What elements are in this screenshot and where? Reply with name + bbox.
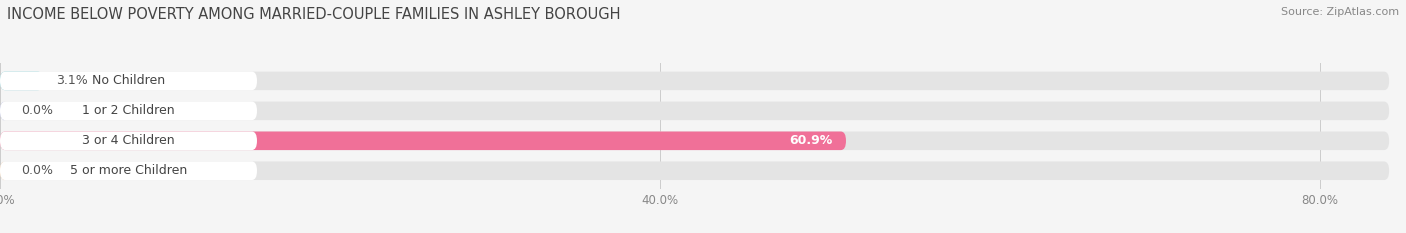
FancyBboxPatch shape: [0, 72, 44, 90]
Text: 0.0%: 0.0%: [21, 104, 53, 117]
FancyBboxPatch shape: [0, 72, 1389, 90]
Text: 3.1%: 3.1%: [56, 74, 89, 87]
Text: 1 or 2 Children: 1 or 2 Children: [82, 104, 174, 117]
FancyBboxPatch shape: [0, 131, 846, 150]
FancyBboxPatch shape: [0, 161, 257, 180]
Text: 3 or 4 Children: 3 or 4 Children: [82, 134, 174, 147]
Text: Source: ZipAtlas.com: Source: ZipAtlas.com: [1281, 7, 1399, 17]
Text: No Children: No Children: [91, 74, 165, 87]
FancyBboxPatch shape: [0, 102, 7, 120]
FancyBboxPatch shape: [0, 161, 1389, 180]
FancyBboxPatch shape: [0, 102, 1389, 120]
Text: 5 or more Children: 5 or more Children: [70, 164, 187, 177]
FancyBboxPatch shape: [0, 102, 257, 120]
Text: INCOME BELOW POVERTY AMONG MARRIED-COUPLE FAMILIES IN ASHLEY BOROUGH: INCOME BELOW POVERTY AMONG MARRIED-COUPL…: [7, 7, 620, 22]
Text: 0.0%: 0.0%: [21, 164, 53, 177]
FancyBboxPatch shape: [0, 131, 257, 150]
FancyBboxPatch shape: [0, 161, 7, 180]
Text: 60.9%: 60.9%: [790, 134, 832, 147]
FancyBboxPatch shape: [0, 72, 257, 90]
FancyBboxPatch shape: [0, 131, 1389, 150]
